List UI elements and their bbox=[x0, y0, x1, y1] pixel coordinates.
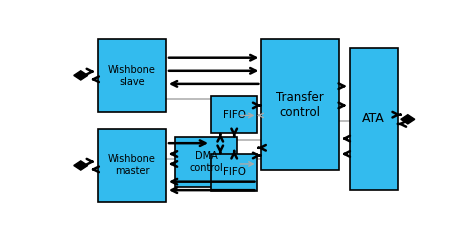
Bar bbox=[98, 128, 166, 202]
Bar bbox=[211, 154, 257, 191]
Polygon shape bbox=[73, 161, 88, 170]
Text: Transfer
control: Transfer control bbox=[275, 91, 323, 119]
Text: Wishbone
master: Wishbone master bbox=[108, 154, 156, 176]
Text: DMA
control: DMA control bbox=[189, 151, 223, 173]
Text: ATA: ATA bbox=[362, 112, 384, 125]
Bar bbox=[261, 39, 338, 170]
Bar bbox=[211, 96, 257, 133]
Bar bbox=[349, 48, 397, 190]
Text: FIFO: FIFO bbox=[222, 167, 245, 178]
Bar bbox=[98, 39, 166, 112]
Text: Wishbone
slave: Wishbone slave bbox=[108, 65, 156, 87]
Text: FIFO: FIFO bbox=[222, 110, 245, 120]
Bar bbox=[175, 137, 237, 187]
Polygon shape bbox=[400, 115, 414, 124]
Polygon shape bbox=[73, 71, 88, 80]
